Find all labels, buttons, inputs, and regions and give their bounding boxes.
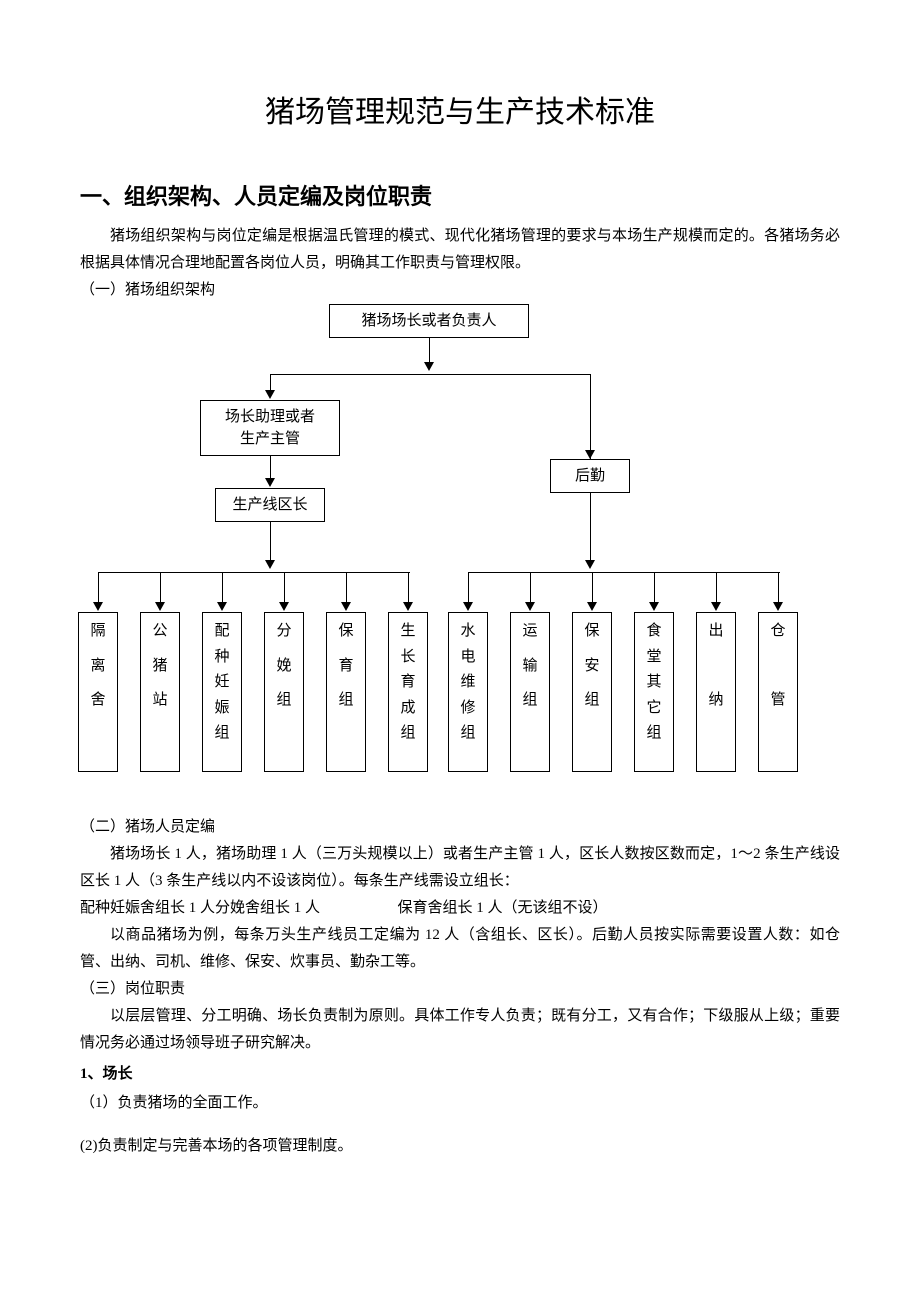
sub-2-label: （二）猪场人员定编 <box>80 814 840 841</box>
arrow-icon <box>265 390 275 399</box>
arrow-icon <box>403 602 413 611</box>
chart-leaf: 公 猪 站 <box>140 612 180 772</box>
chart-left-mid-box: 场长助理或者 生产主管 <box>200 400 340 456</box>
item-1-2: (2)负责制定与完善本场的各项管理制度。 <box>80 1133 840 1160</box>
arrow-icon <box>585 450 595 459</box>
arrow-icon <box>279 602 289 611</box>
item-1-1: （1）负责猪场的全面工作。 <box>80 1090 840 1117</box>
sub-2-p2: 配种妊娠舍组长 1 人分娩舍组长 1 人 保育舍组长 1 人（无该组不设） <box>80 895 840 922</box>
chart-leaf: 分 娩 组 <box>264 612 304 772</box>
section-1-intro: 猪场组织架构与岗位定编是根据温氏管理的模式、现代化猪场管理的要求与本场生产规模而… <box>80 223 840 277</box>
sub-3-p1: 以层层管理、分工明确、场长负责制为原则。具体工作专人负责；既有分工，又有合作；下… <box>80 1003 840 1057</box>
chart-left-low-box: 生产线区长 <box>215 488 325 522</box>
arrow-icon <box>217 602 227 611</box>
chart-leaf: 保 安 组 <box>572 612 612 772</box>
document-title: 猪场管理规范与生产技术标准 <box>80 90 840 135</box>
chart-right-mid-box: 后勤 <box>550 459 630 493</box>
sub-1-label: （一）猪场组织架构 <box>80 277 840 304</box>
sub-2-p2-right: 保育舍组长 1 人（无该组不设） <box>398 900 608 916</box>
chart-leaf: 隔 离 舍 <box>78 612 118 772</box>
arrow-icon <box>155 602 165 611</box>
sub-2-p2-left: 配种妊娠舍组长 1 人分娩舍组长 1 人 <box>80 900 320 916</box>
arrow-icon <box>341 602 351 611</box>
chart-leaf: 出 纳 <box>696 612 736 772</box>
sub-3-label: （三）岗位职责 <box>80 976 840 1003</box>
arrow-icon <box>424 362 434 371</box>
chart-leaf: 运 输 组 <box>510 612 550 772</box>
arrow-icon <box>265 478 275 487</box>
arrow-icon <box>587 602 597 611</box>
sub-2-p1: 猪场场长 1 人，猪场助理 1 人（三万头规模以上）或者生产主管 1 人，区长人… <box>80 841 840 895</box>
chart-leaf: 配 种 妊 娠 组 <box>202 612 242 772</box>
sub-2-p3: 以商品猪场为例，每条万头生产线员工定编为 12 人（含组长、区长）。后勤人员按实… <box>80 922 840 976</box>
arrow-icon <box>463 602 473 611</box>
chart-leaf: 食 堂 其 它 组 <box>634 612 674 772</box>
org-chart: 猪场场长或者负责人 场长助理或者 生产主管 后勤 生产线区长 隔 离 舍 公 猪… <box>80 304 840 794</box>
arrow-icon <box>585 560 595 569</box>
chart-leaf: 生 长 育 成 组 <box>388 612 428 772</box>
chart-leaf: 保 育 组 <box>326 612 366 772</box>
item-1-heading: 1、场长 <box>80 1063 840 1086</box>
arrow-icon <box>525 602 535 611</box>
arrow-icon <box>711 602 721 611</box>
arrow-icon <box>773 602 783 611</box>
arrow-icon <box>93 602 103 611</box>
section-1-heading: 一、组织架构、人员定编及岗位职责 <box>80 180 840 213</box>
chart-leaf: 仓 管 <box>758 612 798 772</box>
chart-leaf: 水 电 维 修 组 <box>448 612 488 772</box>
arrow-icon <box>265 560 275 569</box>
chart-root-box: 猪场场长或者负责人 <box>329 304 529 338</box>
arrow-icon <box>649 602 659 611</box>
